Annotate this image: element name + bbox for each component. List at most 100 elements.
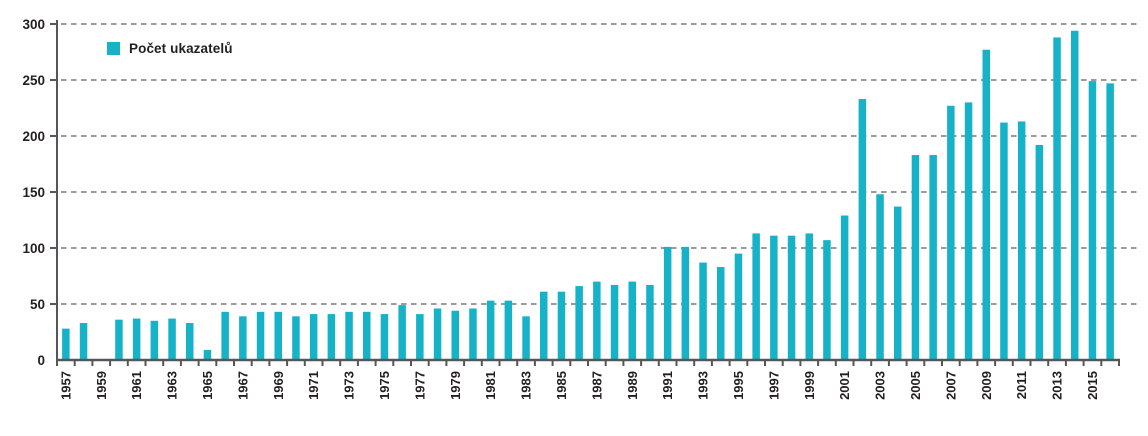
x-axis-label-2011: 2011 — [1014, 371, 1029, 399]
bar-1985 — [557, 291, 566, 360]
bar-2015 — [1088, 81, 1097, 361]
legend-label: Počet ukazatelů — [129, 41, 233, 56]
x-axis-label-1997: 1997 — [766, 371, 781, 400]
bar-2010 — [1000, 122, 1008, 360]
x-axis-label-1981: 1981 — [483, 371, 498, 400]
bar-1963 — [168, 318, 176, 360]
bar-2016 — [1106, 83, 1114, 361]
bar-1964 — [186, 323, 194, 360]
bar-1966 — [221, 311, 229, 360]
bar-1958 — [79, 323, 88, 360]
bar-1974 — [363, 311, 371, 360]
bar-1998 — [787, 235, 796, 360]
bar-1990 — [646, 284, 654, 360]
x-axis-label-1961: 1961 — [129, 371, 144, 400]
y-axis-label-300: 300 — [22, 17, 45, 32]
bar-2006 — [929, 155, 937, 360]
bar-1973 — [345, 311, 353, 360]
bar-1971 — [309, 314, 318, 360]
bar-2001 — [840, 215, 849, 360]
x-axis-label-1971: 1971 — [306, 371, 321, 400]
bar-1962 — [150, 320, 159, 360]
x-axis-label-2001: 2001 — [837, 371, 852, 400]
bar-1994 — [717, 267, 725, 360]
x-axis-label-1975: 1975 — [377, 371, 392, 400]
bar-2014 — [1071, 30, 1079, 360]
bar-1975 — [380, 314, 389, 360]
y-axis-label-150: 150 — [22, 185, 45, 200]
bar-1983 — [522, 316, 530, 360]
bar-1960 — [115, 319, 123, 360]
bar-1987 — [593, 281, 601, 360]
bar-1989 — [628, 281, 636, 360]
bar-2003 — [876, 194, 884, 360]
x-axis-label-2007: 2007 — [943, 371, 958, 400]
x-axis-label-1965: 1965 — [200, 371, 215, 400]
bar-1969 — [274, 311, 282, 360]
bar-1957 — [62, 328, 70, 360]
x-axis-label-1979: 1979 — [448, 371, 463, 400]
x-axis-label-1987: 1987 — [589, 371, 604, 400]
bar-2000 — [823, 240, 831, 360]
bar-1992 — [681, 246, 690, 360]
bar-1988 — [610, 284, 619, 360]
bar-1965 — [203, 349, 212, 360]
x-axis-label-1973: 1973 — [342, 371, 357, 400]
bar-1978 — [433, 308, 442, 360]
bar-2002 — [858, 99, 867, 360]
x-axis-label-2005: 2005 — [908, 371, 923, 400]
bar-1999 — [805, 233, 813, 360]
y-axis-label-0: 0 — [37, 353, 45, 368]
bar-1993 — [699, 262, 707, 360]
y-axis-label-250: 250 — [22, 73, 45, 88]
bar-2004 — [894, 206, 902, 360]
bar-1996 — [752, 233, 760, 360]
bar-1995 — [734, 253, 743, 360]
bar-2008 — [964, 102, 973, 361]
bar-1984 — [540, 291, 548, 360]
x-axis-label-1963: 1963 — [165, 371, 180, 400]
bar-2013 — [1053, 37, 1061, 360]
x-axis-label-1957: 1957 — [58, 371, 73, 400]
x-axis-label-2015: 2015 — [1085, 371, 1100, 400]
x-axis-label-1989: 1989 — [625, 371, 640, 400]
bar-1972 — [327, 314, 336, 360]
bar-1979 — [451, 310, 459, 360]
bar-1968 — [256, 311, 265, 360]
x-axis-label-1959: 1959 — [94, 371, 109, 400]
bar-1977 — [416, 314, 424, 360]
bar-1970 — [292, 316, 300, 360]
bar-2005 — [911, 155, 920, 360]
bar-1980 — [469, 308, 477, 360]
x-axis-label-1993: 1993 — [696, 371, 711, 400]
y-axis-label-200: 200 — [22, 129, 45, 144]
x-axis-label-1969: 1969 — [271, 371, 286, 400]
bar-2009 — [982, 49, 990, 360]
bar-1997 — [770, 235, 778, 360]
x-axis-label-2003: 2003 — [873, 371, 888, 400]
bar-1986 — [575, 286, 583, 360]
bar-2007 — [947, 105, 955, 360]
x-axis-label-1985: 1985 — [554, 371, 569, 400]
bar-1981 — [486, 300, 495, 360]
x-axis-label-1977: 1977 — [412, 371, 427, 400]
bar-2011 — [1017, 121, 1026, 360]
legend-swatch-icon — [107, 42, 120, 55]
x-axis-label-1999: 1999 — [802, 371, 817, 400]
x-axis-label-2009: 2009 — [979, 371, 994, 400]
y-axis-label-100: 100 — [22, 241, 45, 256]
x-axis-label-1991: 1991 — [660, 371, 675, 400]
y-axis-label-50: 50 — [30, 297, 45, 312]
x-axis-label-1983: 1983 — [519, 371, 534, 400]
bar-2012 — [1035, 144, 1044, 360]
x-axis-label-1967: 1967 — [235, 371, 250, 400]
bar-1982 — [504, 300, 513, 360]
bar-1976 — [398, 305, 406, 360]
x-axis-label-1995: 1995 — [731, 371, 746, 400]
bar-1991 — [663, 246, 672, 360]
bar-1961 — [132, 318, 141, 360]
legend: Počet ukazatelů — [107, 41, 233, 56]
x-axis-label-2013: 2013 — [1050, 371, 1065, 400]
